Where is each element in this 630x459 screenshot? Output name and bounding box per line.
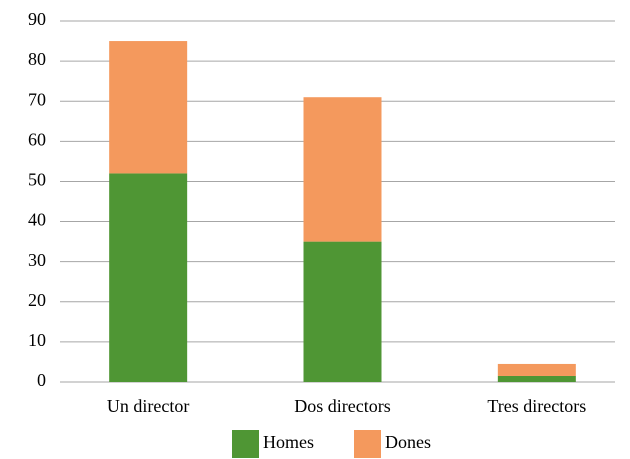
y-tick-label: 10 (28, 330, 46, 350)
x-tick-label: Dos directors (294, 396, 390, 416)
bar-segment (109, 173, 188, 382)
legend-label: Homes (263, 432, 314, 452)
y-tick-label: 50 (28, 170, 46, 190)
y-tick-label: 70 (28, 89, 46, 109)
legend-label: Dones (385, 432, 431, 452)
bar-segment (497, 363, 576, 376)
legend-swatch (232, 430, 259, 458)
y-tick-label: 90 (28, 9, 46, 29)
bar-segment (303, 241, 382, 382)
y-tick-label: 60 (28, 129, 46, 149)
y-tick-label: 20 (28, 290, 46, 310)
bar-segment (497, 375, 576, 382)
x-tick-label: Un director (107, 396, 189, 416)
bar-segment (109, 41, 188, 174)
x-tick-label: Tres directors (487, 396, 586, 416)
y-tick-label: 0 (37, 370, 46, 390)
legend-swatch (354, 430, 381, 458)
y-tick-label: 40 (28, 210, 46, 230)
y-tick-label: 30 (28, 250, 46, 270)
bar-segment (303, 97, 382, 242)
y-tick-label: 80 (28, 49, 46, 69)
